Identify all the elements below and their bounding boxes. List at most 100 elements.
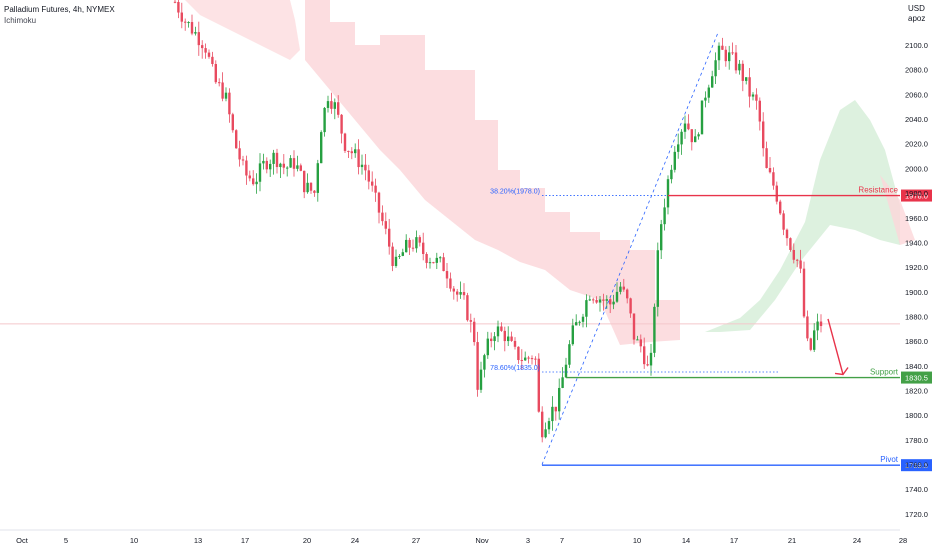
candle xyxy=(289,155,292,168)
candle-body xyxy=(173,1,177,3)
candle-body xyxy=(357,149,360,168)
candle xyxy=(660,219,663,260)
candle xyxy=(513,337,517,350)
candle xyxy=(809,337,812,352)
y-tick-label: 1900.0 xyxy=(905,288,928,297)
indicator-label[interactable]: Ichimoku xyxy=(4,16,37,25)
candle xyxy=(422,232,425,261)
candle xyxy=(700,100,704,135)
candle-body xyxy=(636,339,639,341)
candle-body xyxy=(537,358,540,412)
candle xyxy=(272,149,275,175)
candle-body xyxy=(289,158,292,168)
candle-body xyxy=(755,94,758,101)
candle-body xyxy=(442,257,445,272)
candle xyxy=(177,0,180,19)
forecast-arrowhead xyxy=(834,367,849,376)
candle-body xyxy=(632,313,636,340)
candle xyxy=(779,199,782,216)
candle xyxy=(649,343,653,376)
candle-body xyxy=(813,330,816,350)
cloud-bearish xyxy=(305,0,680,345)
candle-body xyxy=(476,342,479,390)
candle-body xyxy=(802,268,806,317)
candle xyxy=(503,326,506,352)
candle-body xyxy=(789,238,792,250)
candle xyxy=(357,139,360,175)
support-label: Support xyxy=(870,368,899,377)
candle xyxy=(180,2,183,29)
candle xyxy=(245,155,248,185)
candle-body xyxy=(211,56,214,65)
candle xyxy=(184,18,187,31)
candle-body xyxy=(615,291,619,302)
candle xyxy=(547,417,551,435)
candle xyxy=(636,335,639,341)
candle xyxy=(507,326,510,347)
candle-body xyxy=(490,338,493,342)
candle xyxy=(381,205,384,226)
scale-mode-label[interactable]: apoz xyxy=(908,14,926,23)
candle-body xyxy=(558,387,561,412)
candle xyxy=(326,95,330,113)
candle xyxy=(340,113,343,144)
candle-body xyxy=(626,289,629,299)
candle xyxy=(796,258,799,268)
candle-body xyxy=(513,340,517,347)
candle xyxy=(595,296,598,304)
candle xyxy=(768,156,772,174)
candle-body xyxy=(364,164,367,171)
x-tick-label: 5 xyxy=(64,536,68,545)
candle xyxy=(571,318,574,346)
candle-body xyxy=(194,32,197,34)
candle-body xyxy=(639,339,642,347)
candle-body xyxy=(343,133,347,151)
x-tick-label: 13 xyxy=(194,536,202,545)
candle-body xyxy=(235,130,238,149)
candle xyxy=(333,98,336,120)
candle xyxy=(758,97,761,131)
candle xyxy=(493,331,496,351)
candle-body xyxy=(598,299,602,303)
candle xyxy=(194,26,197,36)
candle-body xyxy=(541,411,544,438)
candle-body xyxy=(456,291,459,295)
candle xyxy=(435,252,438,270)
candle-body xyxy=(320,132,323,164)
candle xyxy=(724,46,727,67)
candle-body xyxy=(214,64,217,83)
candle-body xyxy=(418,237,421,243)
candle xyxy=(609,296,612,314)
candle-body xyxy=(527,357,530,359)
candle xyxy=(286,166,289,177)
candle-body xyxy=(609,299,612,305)
candle-body xyxy=(435,257,438,263)
candle xyxy=(762,112,765,157)
candle xyxy=(337,95,340,118)
candle xyxy=(721,37,724,50)
candle xyxy=(190,14,194,36)
candle xyxy=(602,293,605,311)
candle-body xyxy=(231,114,234,131)
candle xyxy=(612,294,615,310)
candle-body xyxy=(204,48,207,53)
candle xyxy=(683,115,687,139)
candle-body xyxy=(269,163,272,170)
symbol-title[interactable]: Palladium Futures, 4h, NYMEX xyxy=(4,5,115,14)
fib-level-label: 78.60%(1835.0) xyxy=(490,365,540,372)
candle-body xyxy=(405,239,408,253)
y-tick-label: 1940.0 xyxy=(905,238,928,247)
candle xyxy=(415,230,418,253)
candle xyxy=(258,153,262,192)
candle-body xyxy=(704,97,707,101)
candle-body xyxy=(680,131,683,145)
candle xyxy=(425,252,428,269)
candle-body xyxy=(575,322,578,326)
candle-body xyxy=(673,151,676,170)
cloud-bearish-right xyxy=(880,175,915,245)
candle-body xyxy=(510,336,513,341)
candle-body xyxy=(694,136,697,143)
candle xyxy=(473,317,476,346)
candle-body xyxy=(496,326,500,337)
